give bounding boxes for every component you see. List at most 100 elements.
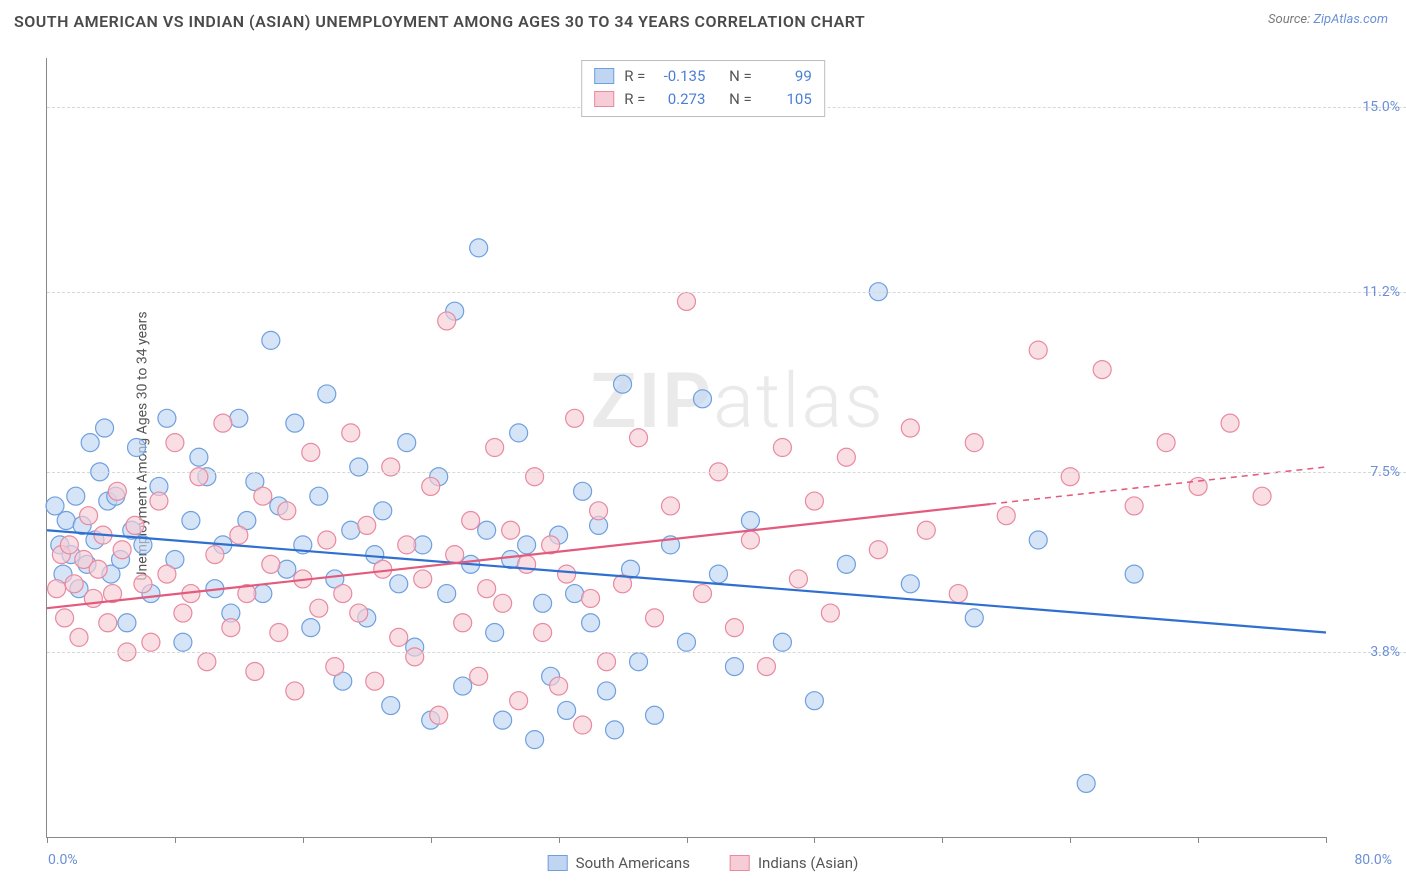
data-point (630, 653, 648, 671)
x-tick (303, 837, 304, 843)
scatter-svg (47, 58, 1326, 837)
data-point (278, 560, 296, 578)
data-point (678, 633, 696, 651)
legend: South Americans Indians (Asian) (548, 854, 859, 872)
data-point (558, 701, 576, 719)
data-point (142, 633, 160, 651)
stats-n-0: 99 (762, 65, 812, 88)
data-point (398, 536, 416, 554)
data-point (550, 677, 568, 695)
data-point (374, 560, 392, 578)
stats-n-label: N = (729, 65, 752, 88)
source-link[interactable]: ZipAtlas.com (1313, 12, 1388, 27)
data-point (869, 541, 887, 559)
data-point (206, 546, 224, 564)
stats-row-1: R = 0.273 N = 105 (594, 88, 812, 111)
data-point (678, 292, 696, 310)
data-point (126, 516, 144, 534)
data-point (128, 439, 146, 457)
data-point (741, 512, 759, 530)
data-point (286, 414, 304, 432)
data-point (486, 624, 504, 642)
x-tick (47, 837, 48, 843)
data-point (534, 594, 552, 612)
data-point (406, 648, 424, 666)
data-point (566, 585, 584, 603)
plot-area: ZIPatlas 3.8%7.5%11.2%15.0% (46, 58, 1326, 838)
data-point (510, 424, 528, 442)
data-point (99, 614, 117, 632)
data-point (286, 682, 304, 700)
data-point (190, 448, 208, 466)
x-tick (175, 837, 176, 843)
data-point (358, 516, 376, 534)
x-tick (431, 837, 432, 843)
data-point (478, 521, 496, 539)
data-point (438, 312, 456, 330)
data-point (318, 385, 336, 403)
data-point (805, 692, 823, 710)
data-point (1157, 434, 1175, 452)
data-point (502, 521, 520, 539)
data-point (108, 482, 126, 500)
data-point (574, 482, 592, 500)
data-point (582, 589, 600, 607)
data-point (478, 580, 496, 598)
data-point (598, 653, 616, 671)
data-point (302, 443, 320, 461)
swatch-series-0 (594, 68, 614, 84)
data-point (510, 692, 528, 710)
data-point (486, 439, 504, 457)
data-point (741, 531, 759, 549)
data-point (246, 662, 264, 680)
data-point (470, 667, 488, 685)
data-point (837, 555, 855, 573)
data-point (342, 521, 360, 539)
data-point (965, 434, 983, 452)
data-point (582, 614, 600, 632)
data-point (56, 609, 74, 627)
data-point (773, 439, 791, 457)
data-point (150, 492, 168, 510)
data-point (1189, 477, 1207, 495)
data-point (949, 585, 967, 603)
data-point (997, 507, 1015, 525)
data-point (518, 555, 536, 573)
data-point (310, 599, 328, 617)
data-point (310, 487, 328, 505)
data-point (414, 570, 432, 588)
x-tick (814, 837, 815, 843)
data-point (350, 604, 368, 622)
data-point (901, 575, 919, 593)
data-point (574, 716, 592, 734)
data-point (70, 628, 88, 646)
data-point (693, 585, 711, 603)
data-point (414, 536, 432, 554)
stats-n-label: N = (729, 88, 752, 111)
data-point (326, 658, 344, 676)
data-point (57, 512, 75, 530)
data-point (566, 409, 584, 427)
data-point (174, 633, 192, 651)
data-point (174, 604, 192, 622)
data-point (821, 604, 839, 622)
data-point (65, 575, 83, 593)
data-point (230, 409, 248, 427)
stats-row-0: R = -0.135 N = 99 (594, 65, 812, 88)
x-axis-min-label: 0.0% (48, 852, 78, 868)
data-point (901, 419, 919, 437)
data-point (1029, 531, 1047, 549)
data-point (1077, 774, 1095, 792)
source-prefix: Source: (1268, 12, 1313, 27)
gridline (47, 292, 1406, 293)
data-point (48, 580, 66, 598)
data-point (590, 502, 608, 520)
data-point (118, 614, 136, 632)
y-tick-label: 3.8% (1370, 644, 1400, 660)
data-point (1125, 497, 1143, 515)
x-tick (1198, 837, 1199, 843)
data-point (158, 565, 176, 583)
x-tick (942, 837, 943, 843)
data-point (1093, 361, 1111, 379)
data-point (606, 721, 624, 739)
